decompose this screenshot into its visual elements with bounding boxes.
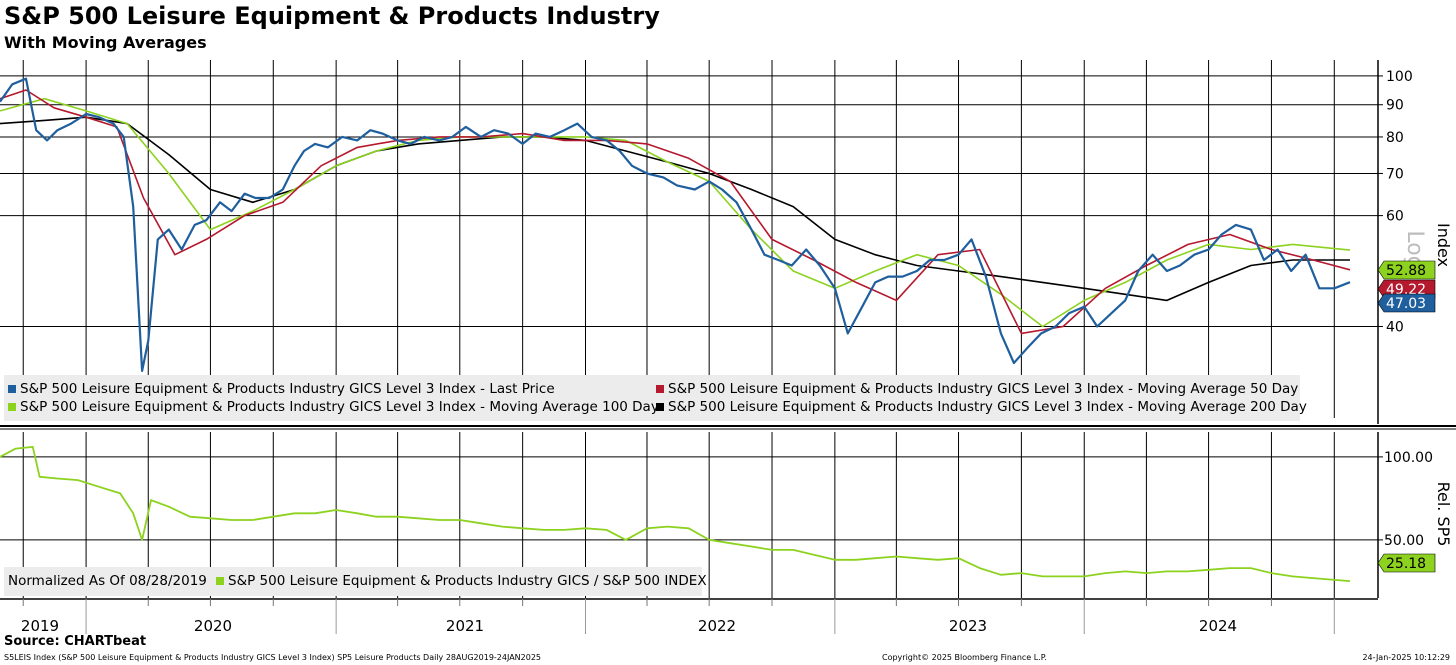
legend-label: S&P 500 Leisure Equipment & Products Ind… [668, 399, 1307, 415]
series-line [0, 97, 1351, 328]
series-line [0, 445, 1351, 582]
y-tick-label: 90 [1386, 98, 1404, 114]
last-value-box [1377, 293, 1436, 313]
last-value-box [1377, 260, 1436, 280]
series-line [0, 77, 1351, 372]
y-tick-label: 100 [1386, 69, 1413, 85]
last-value-tag: 52.88 [1377, 260, 1436, 280]
y-tick-label: 60 [1386, 209, 1404, 225]
legend-label: S&P 500 Leisure Equipment & Products Ind… [20, 381, 555, 397]
x-tick-label: 2023 [949, 617, 987, 634]
last-value-text: 52.88 [1386, 263, 1426, 279]
top-panel-series [0, 77, 1351, 372]
legend-swatch [8, 385, 16, 393]
y-tick-label: 70 [1386, 166, 1404, 182]
y-axis-label-top: Index [1434, 223, 1453, 267]
footer-timestamp: 24-Jan-2025 10:12:29 [1362, 653, 1450, 662]
legend-item-ma200: S&P 500 Leisure Equipment & Products Ind… [656, 399, 1307, 415]
bottom-panel-grid [0, 432, 1378, 598]
bottom-legend: Normalized As Of 08/28/2019 S&P 500 Leis… [4, 567, 707, 596]
x-tick-label: 2022 [698, 617, 736, 634]
top-panel-grid [0, 60, 1378, 418]
x-tick-label: 2021 [446, 617, 484, 634]
source-note: Source: CHARTbeat [4, 634, 147, 649]
footer-copyright: Copyright© 2025 Bloomberg Finance L.P. [882, 653, 1047, 662]
y-tick-label: 40 [1386, 319, 1404, 335]
y-tick-label: 80 [1386, 130, 1404, 146]
last-value-text: 47.03 [1386, 296, 1426, 312]
legend-swatch [8, 403, 16, 411]
legend-label: S&P 500 Leisure Equipment & Products Ind… [20, 399, 659, 415]
chart-title: S&P 500 Leisure Equipment & Products Ind… [4, 2, 660, 30]
x-tick-label: 2020 [194, 617, 232, 634]
y-tick-label: 100.00 [1384, 450, 1433, 466]
legend-item-last-price: S&P 500 Leisure Equipment & Products Ind… [8, 381, 555, 397]
y-tick-label: 50.00 [1384, 533, 1424, 549]
series-line [0, 116, 1350, 302]
legend-swatch [656, 385, 664, 393]
legend-item-relative: S&P 500 Leisure Equipment & Products Ind… [216, 573, 707, 589]
chart-subtitle: With Moving Averages [4, 33, 207, 52]
legend-label: S&P 500 Leisure Equipment & Products Ind… [228, 573, 707, 589]
series-line [0, 89, 1351, 335]
last-value-text: 25.18 [1386, 556, 1426, 572]
legend-item-ma100: S&P 500 Leisure Equipment & Products Ind… [8, 399, 659, 415]
bottom-panel-series [0, 445, 1351, 582]
footer-description: S5LEIS Index (S&P 500 Leisure Equipment … [4, 653, 542, 662]
y-axis-label-bottom: Rel. SP5 [1434, 482, 1453, 547]
last-value-tag: 25.18 [1377, 553, 1436, 573]
legend-swatch [656, 403, 664, 411]
top-legend: S&P 500 Leisure Equipment & Products Ind… [4, 375, 1307, 421]
last-value-tag: 47.03 [1377, 293, 1436, 313]
legend-label: S&P 500 Leisure Equipment & Products Ind… [668, 381, 1299, 397]
legend-item-ma50: S&P 500 Leisure Equipment & Products Ind… [656, 381, 1298, 397]
x-tick-label: 2019 [21, 617, 59, 634]
legend-swatch [216, 577, 224, 585]
last-value-box [1377, 553, 1436, 573]
normalized-note: Normalized As Of 08/28/2019 [8, 573, 207, 589]
x-tick-label: 2024 [1199, 617, 1237, 634]
